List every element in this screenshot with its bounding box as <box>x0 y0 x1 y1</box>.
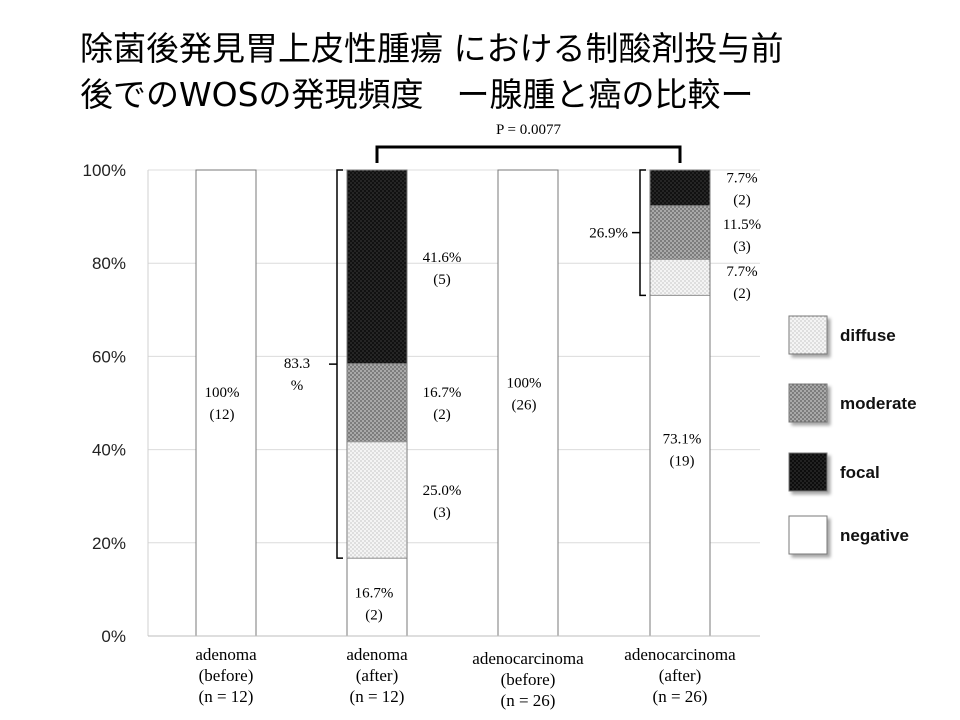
x-category-label-line: adenocarcinoma <box>472 649 584 668</box>
x-category-label: adenocarcinoma (after) (n = 26) <box>624 645 736 706</box>
significance-bracket <box>375 145 682 163</box>
x-category-label-line: (before) <box>199 666 254 685</box>
legend-swatch-focal <box>788 452 828 492</box>
y-tick-label: 100% <box>83 161 126 180</box>
bar-segment-focal <box>649 169 711 207</box>
legend-swatch-negative <box>788 515 828 555</box>
x-category-label-line: (n = 26) <box>501 691 556 710</box>
y-tick-label: 20% <box>92 534 126 553</box>
segment-label-line: (19) <box>670 454 695 470</box>
segment-label-line: (2) <box>365 607 383 623</box>
x-category-label-line: (before) <box>501 670 556 689</box>
x-category-label: adenocarcinoma (before) (n = 26) <box>472 649 584 710</box>
x-category-label-line: adenocarcinoma <box>624 645 736 664</box>
segment-label: 41.6% (5) <box>423 250 462 288</box>
y-tick-label: 60% <box>92 347 126 366</box>
p-value-label: P = 0.0077 <box>496 122 561 138</box>
segment-label-line: (2) <box>433 407 451 423</box>
segment-label-line: 73.1% <box>663 432 702 448</box>
bar-segment-focal <box>346 169 408 365</box>
segment-label: 25.0% (3) <box>423 483 462 521</box>
bracket-label-line: 26.9% <box>589 226 628 242</box>
bar-segment-moderate <box>649 205 711 260</box>
segment-label-line: (3) <box>733 239 751 255</box>
slide-title-line-1: 除菌後発見胃上皮性腫瘍 における制酸剤投与前 <box>80 29 784 68</box>
segment-label: 16.7% (2) <box>423 385 462 423</box>
group-bracket <box>329 169 343 559</box>
bracket-label: 83.3% <box>284 356 310 394</box>
segment-label-line: 41.6% <box>423 250 462 266</box>
x-category-label-line: (n = 12) <box>199 687 254 706</box>
legend-label-negative: negative <box>840 526 909 545</box>
legend-label-moderate: moderate <box>840 394 917 413</box>
x-category-label-line: (n = 26) <box>653 687 708 706</box>
y-tick-label: 80% <box>92 254 126 273</box>
segment-label-line: 16.7% <box>423 385 462 401</box>
segment-label: 7.7% (2) <box>726 264 757 302</box>
segment-label: 11.5% (3) <box>723 217 761 255</box>
x-category-label: adenoma (after) (n = 12) <box>346 645 408 706</box>
bracket-label-line: % <box>291 378 304 394</box>
segment-label: 100% (12) <box>205 385 240 423</box>
legend-swatch-diffuse <box>788 315 828 355</box>
segment-label: 73.1% (19) <box>663 432 702 470</box>
segment-label-line: 7.7% <box>726 171 757 187</box>
segment-label-line: 25.0% <box>423 483 462 499</box>
x-category-label-line: (after) <box>659 666 701 685</box>
segment-label-line: 100% <box>205 385 240 401</box>
group-bracket <box>632 169 646 297</box>
legend-label-focal: focal <box>840 463 880 482</box>
segment-label-line: (12) <box>210 407 235 423</box>
bar-segment-negative <box>195 169 257 637</box>
segment-label-line: 100% <box>507 376 542 392</box>
legend-swatch-moderate <box>788 383 828 423</box>
segment-label-line: (3) <box>433 505 451 521</box>
segment-label-line: 11.5% <box>723 217 761 233</box>
x-category-label-line: (after) <box>356 666 398 685</box>
bar-segment-diffuse <box>346 441 408 559</box>
bar-segment-diffuse <box>649 258 711 296</box>
segment-label-line: 16.7% <box>355 585 394 601</box>
bracket-label-line: 83.3 <box>284 356 310 372</box>
x-category-label-line: (n = 12) <box>350 687 405 706</box>
segment-label: 7.7% (2) <box>726 171 757 209</box>
segment-label-line: (26) <box>512 398 537 414</box>
bar-segment-moderate <box>346 363 408 443</box>
segment-label: 16.7% (2) <box>355 585 394 623</box>
x-category-label-line: adenoma <box>195 645 257 664</box>
slide-title-line-2: 後でのWOSの発現頻度 ー腺腫と癌の比較ー <box>80 75 754 114</box>
segment-label: 100% (26) <box>507 376 542 414</box>
x-category-label: adenoma (before) (n = 12) <box>195 645 257 706</box>
segment-label-line: 7.7% <box>726 264 757 280</box>
segment-label-line: (5) <box>433 272 451 288</box>
bracket-label: 26.9% <box>589 226 628 242</box>
legend-label-diffuse: diffuse <box>840 326 896 345</box>
x-category-label-line: adenoma <box>346 645 408 664</box>
y-tick-label: 0% <box>101 627 126 646</box>
segment-label-line: (2) <box>733 286 751 302</box>
y-tick-label: 40% <box>92 441 126 460</box>
segment-label-line: (2) <box>733 193 751 209</box>
